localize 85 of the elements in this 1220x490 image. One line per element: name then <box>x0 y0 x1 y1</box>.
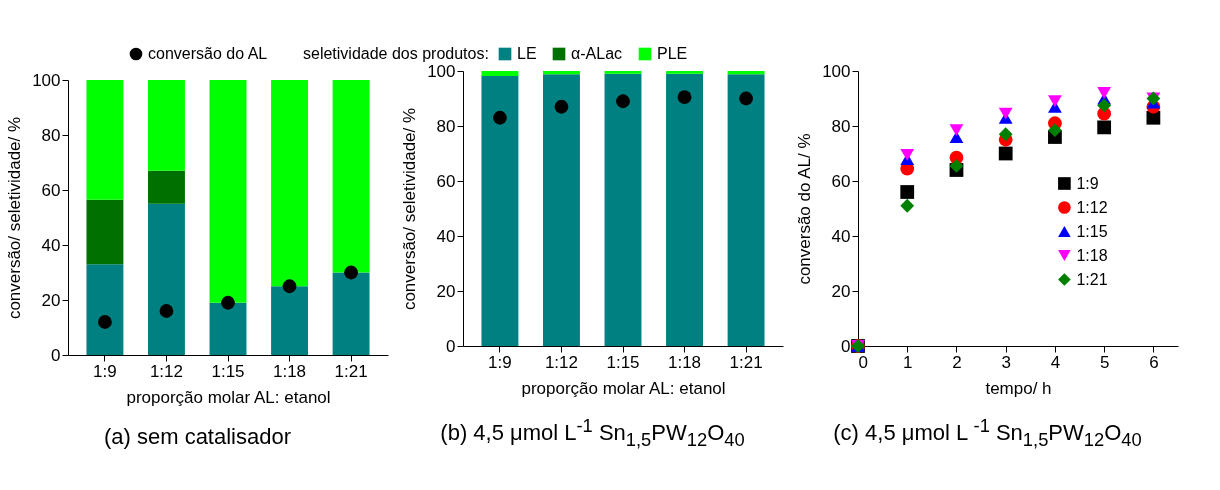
x-axis-title: tempo/ h <box>985 378 1052 398</box>
point <box>900 198 915 213</box>
x-tick-label: 1:12 <box>544 352 579 372</box>
bar <box>209 302 247 355</box>
x-tick-label: 1:21 <box>729 352 763 372</box>
y-tick-label: 20 <box>831 281 851 301</box>
y-tick-label: 20 <box>41 290 61 310</box>
point <box>998 127 1013 142</box>
x-tick-label: 1:15 <box>211 361 245 381</box>
x-tick-label: 3 <box>1001 352 1011 372</box>
y-tick-label: 80 <box>831 116 851 136</box>
x-tick-label: 1:9 <box>93 361 117 381</box>
point <box>949 159 964 173</box>
y-tick-label: 60 <box>831 171 851 191</box>
point <box>949 124 964 137</box>
x-tick-label: 1 <box>903 352 913 372</box>
bar <box>332 272 370 355</box>
y-tick-label: 80 <box>41 125 61 145</box>
legend-label: 1:21 <box>1076 270 1108 288</box>
point <box>1146 110 1161 125</box>
x-tick-label: 1:12 <box>149 361 184 381</box>
text: (b) 4,5 μmol L$^{-1}$ Sn$_{1,5}$PW$_{12}$O$_{40}$ <box>439 414 746 452</box>
legend-label: 1:15 <box>1076 222 1108 240</box>
x-axis-title: proporção molar AL: etanol <box>521 378 726 398</box>
y-tick-label: 100 <box>822 61 851 81</box>
legend-label: 1:12 <box>1076 198 1108 216</box>
bar <box>271 286 308 355</box>
bar <box>86 199 124 265</box>
y-tick-label: 40 <box>436 226 456 246</box>
y-tick-label: 40 <box>831 226 851 246</box>
text: (c) 4,5 μmol L $^{-1}$ Sn$_{1,5}$PW$_{12}$O$_{40}$ <box>832 414 1143 452</box>
y-tick-label: 0 <box>841 336 851 356</box>
x-tick-label: 1:15 <box>606 352 640 372</box>
legend-label: LE <box>517 45 537 62</box>
x-tick-label: 1:18 <box>272 361 307 381</box>
y-axis-title: conversão/ seletividade/ % <box>5 116 25 320</box>
point <box>949 131 964 144</box>
bar <box>148 203 185 355</box>
x-tick-label: 5 <box>1099 352 1110 372</box>
y-tick-label: 100 <box>427 61 456 81</box>
legend-title: seletividade dos produtos: <box>303 45 489 62</box>
point <box>998 107 1013 120</box>
point <box>1048 95 1062 108</box>
bar <box>86 80 124 200</box>
x-tick-label: 6 <box>1149 352 1159 372</box>
x-tick-label: 1:18 <box>667 352 702 372</box>
x-tick-label: 2 <box>952 352 962 372</box>
x-tick-label: 1:9 <box>488 352 512 372</box>
legend-label: α-ALac <box>571 45 623 62</box>
y-tick-label: 80 <box>436 116 456 136</box>
x-axis-title: proporção molar AL: etanol <box>126 387 331 407</box>
x-tick-label: 0 <box>858 352 868 372</box>
bar <box>86 264 124 355</box>
point <box>282 279 297 294</box>
bar <box>148 170 185 204</box>
bar <box>271 80 308 287</box>
y-tick-label: 60 <box>436 171 456 191</box>
y-tick-label: 60 <box>41 180 61 200</box>
legend-label: 1:18 <box>1076 246 1108 264</box>
y-tick-label: 20 <box>436 281 456 301</box>
point <box>900 148 915 161</box>
legend-label: PLE <box>657 45 688 62</box>
point <box>1097 87 1112 100</box>
point <box>98 315 112 329</box>
point <box>344 265 358 280</box>
y-tick-label: 0 <box>446 336 456 356</box>
y-tick-label: 40 <box>41 235 61 255</box>
point <box>221 295 235 310</box>
point <box>1097 120 1112 135</box>
point <box>998 146 1013 161</box>
point <box>1097 98 1112 113</box>
point <box>1048 123 1062 138</box>
bar <box>332 80 370 273</box>
y-axis-title: conversão do AL/ % <box>795 133 815 285</box>
bar <box>209 80 247 303</box>
point <box>159 304 174 318</box>
point <box>900 185 915 199</box>
legend-label: 1:9 <box>1076 174 1099 192</box>
x-tick-label: 4 <box>1050 352 1061 372</box>
y-axis-title: conversão/ seletividade/ % <box>400 107 420 311</box>
legend-label: conversão do AL <box>148 45 268 62</box>
bar <box>148 80 185 171</box>
y-tick-label: 100 <box>32 70 61 90</box>
text: (a) sem catalisador <box>102 423 293 451</box>
x-tick-label: 1:21 <box>334 361 368 381</box>
